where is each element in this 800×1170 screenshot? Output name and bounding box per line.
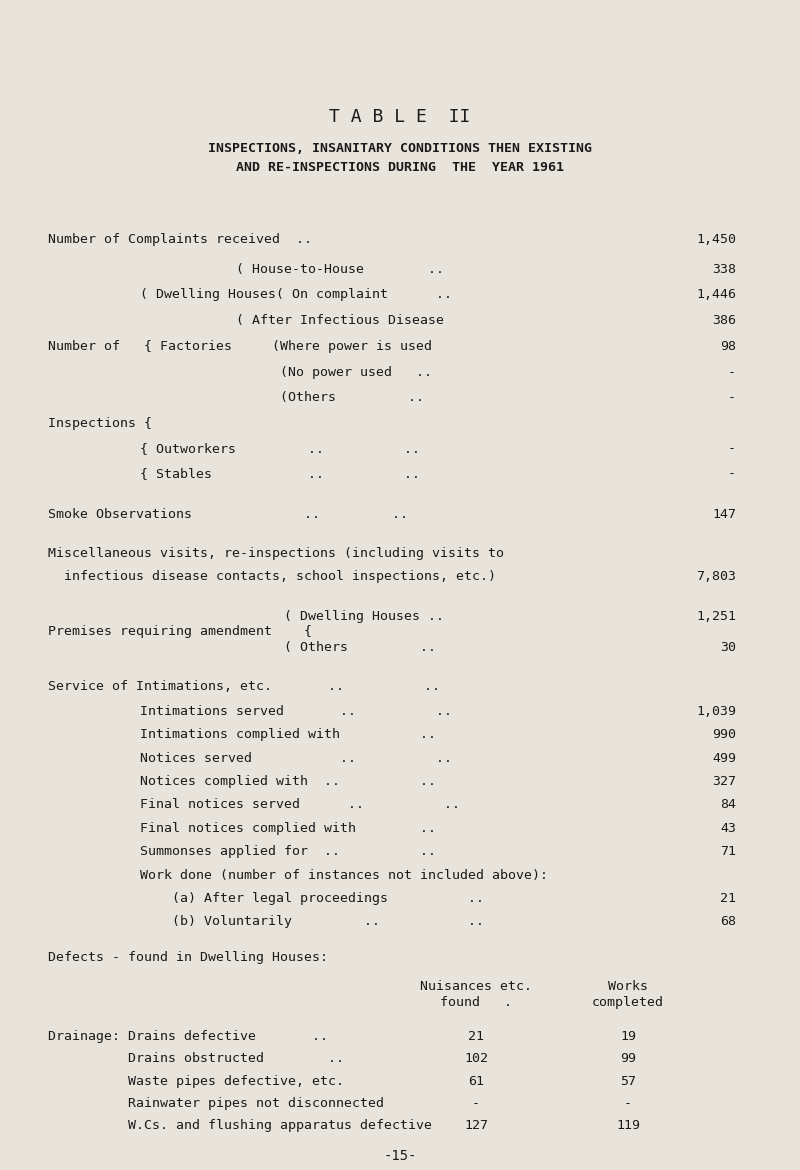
Text: 21: 21 [720, 892, 736, 906]
Text: 57: 57 [620, 1074, 636, 1088]
Text: { Outworkers         ..          ..: { Outworkers .. .. [140, 441, 420, 455]
Text: 21: 21 [468, 1030, 484, 1044]
Text: 127: 127 [464, 1119, 488, 1133]
Text: Number of   { Factories     (Where power is used: Number of { Factories (Where power is us… [48, 339, 432, 353]
Text: { Stables            ..          ..: { Stables .. .. [140, 467, 420, 481]
Text: Waste pipes defective, etc.: Waste pipes defective, etc. [48, 1074, 344, 1088]
Text: 102: 102 [464, 1052, 488, 1066]
Text: 1,039: 1,039 [696, 704, 736, 718]
Text: Summonses applied for  ..          ..: Summonses applied for .. .. [140, 845, 436, 859]
Text: 43: 43 [720, 821, 736, 835]
Text: (a) After legal proceedings          ..: (a) After legal proceedings .. [172, 892, 484, 906]
Text: found   .: found . [440, 996, 512, 1010]
Text: 1,446: 1,446 [696, 288, 736, 302]
Text: ( Dwelling Houses ..: ( Dwelling Houses .. [284, 610, 444, 624]
Text: 7,803: 7,803 [696, 570, 736, 584]
Text: Nuisances etc.: Nuisances etc. [420, 979, 532, 993]
Text: AND RE-INSPECTIONS DURING  THE  YEAR 1961: AND RE-INSPECTIONS DURING THE YEAR 1961 [236, 160, 564, 174]
Text: 327: 327 [712, 775, 736, 789]
Text: INSPECTIONS, INSANITARY CONDITIONS THEN EXISTING: INSPECTIONS, INSANITARY CONDITIONS THEN … [208, 142, 592, 156]
Text: (Others         ..: (Others .. [280, 391, 424, 405]
Text: Final notices served      ..          ..: Final notices served .. .. [140, 798, 460, 812]
Text: completed: completed [592, 996, 664, 1010]
Text: Notices served           ..          ..: Notices served .. .. [140, 751, 452, 765]
Text: 71: 71 [720, 845, 736, 859]
Text: 68: 68 [720, 915, 736, 929]
Text: -: - [624, 1096, 632, 1110]
Text: Final notices complied with        ..: Final notices complied with .. [140, 821, 436, 835]
Text: -: - [472, 1096, 480, 1110]
Text: T A B L E  II: T A B L E II [330, 108, 470, 126]
Text: Drainage: Drains defective       ..: Drainage: Drains defective .. [48, 1030, 328, 1044]
Text: (No power used   ..: (No power used .. [280, 365, 432, 379]
Text: ( After Infectious Disease: ( After Infectious Disease [236, 314, 444, 328]
Text: W.Cs. and flushing apparatus defective: W.Cs. and flushing apparatus defective [48, 1119, 432, 1133]
Text: -: - [728, 441, 736, 455]
Text: Works: Works [608, 979, 648, 993]
Text: Service of Intimations, etc.       ..          ..: Service of Intimations, etc. .. .. [48, 680, 440, 694]
Text: Defects - found in Dwelling Houses:: Defects - found in Dwelling Houses: [48, 950, 328, 964]
Text: Rainwater pipes not disconnected: Rainwater pipes not disconnected [48, 1096, 384, 1110]
Text: ( House-to-House        ..: ( House-to-House .. [236, 262, 444, 276]
Text: 61: 61 [468, 1074, 484, 1088]
Text: -: - [728, 467, 736, 481]
Text: ( Dwelling Houses( On complaint      ..: ( Dwelling Houses( On complaint .. [140, 288, 452, 302]
Text: Number of Complaints received  ..: Number of Complaints received .. [48, 233, 312, 247]
Text: 1,251: 1,251 [696, 610, 736, 624]
Text: 30: 30 [720, 640, 736, 654]
Text: Intimations complied with          ..: Intimations complied with .. [140, 728, 436, 742]
Text: 990: 990 [712, 728, 736, 742]
Text: 98: 98 [720, 339, 736, 353]
Text: 84: 84 [720, 798, 736, 812]
Text: ( Others         ..: ( Others .. [284, 640, 436, 654]
Text: 499: 499 [712, 751, 736, 765]
Text: 99: 99 [620, 1052, 636, 1066]
Text: 119: 119 [616, 1119, 640, 1133]
Text: 19: 19 [620, 1030, 636, 1044]
Text: Premises requiring amendment    {: Premises requiring amendment { [48, 625, 312, 639]
Text: Drains obstructed        ..: Drains obstructed .. [48, 1052, 344, 1066]
Text: -15-: -15- [383, 1149, 417, 1163]
Text: 1,450: 1,450 [696, 233, 736, 247]
Text: Notices complied with  ..          ..: Notices complied with .. .. [140, 775, 436, 789]
Text: (b) Voluntarily         ..           ..: (b) Voluntarily .. .. [172, 915, 484, 929]
Text: 386: 386 [712, 314, 736, 328]
Text: 147: 147 [712, 508, 736, 522]
Text: infectious disease contacts, school inspections, etc.): infectious disease contacts, school insp… [64, 570, 496, 584]
Text: Intimations served       ..          ..: Intimations served .. .. [140, 704, 452, 718]
Text: 338: 338 [712, 262, 736, 276]
Text: -: - [728, 365, 736, 379]
Text: Work done (number of instances not included above):: Work done (number of instances not inclu… [140, 868, 548, 882]
Text: Inspections {: Inspections { [48, 417, 152, 431]
Text: Smoke Observations              ..         ..: Smoke Observations .. .. [48, 508, 408, 522]
Text: -: - [728, 391, 736, 405]
Text: Miscellaneous visits, re-inspections (including visits to: Miscellaneous visits, re-inspections (in… [48, 546, 504, 560]
